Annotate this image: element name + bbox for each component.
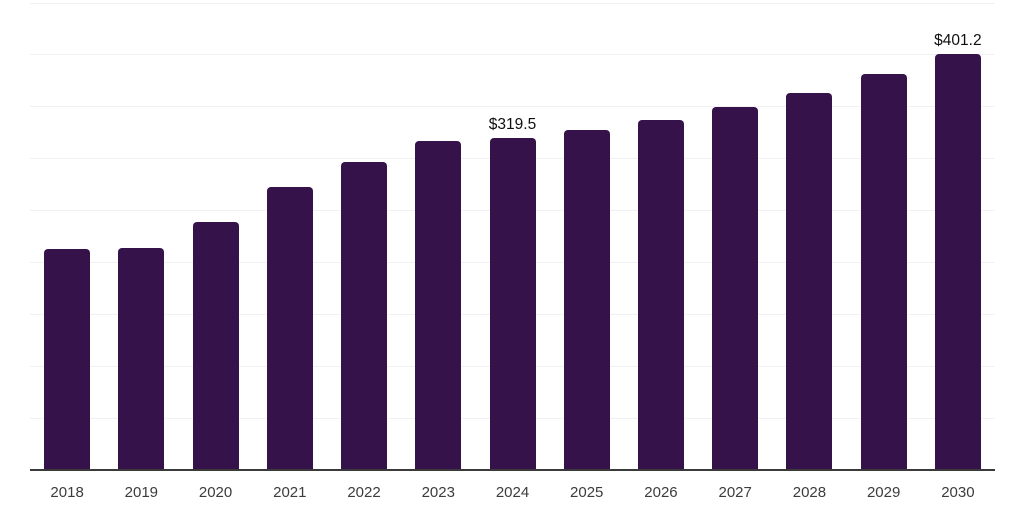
x-tick-2027: 2027 [718,484,752,501]
bar-2022 [341,162,388,470]
data-label-2024: $319.5 [488,116,537,134]
bar-2028 [786,92,833,470]
x-tick-2018: 2018 [50,484,84,501]
gridline [30,54,995,56]
bar-2024 [489,138,536,470]
x-tick-2022: 2022 [347,484,381,501]
bar-2018 [44,248,91,470]
bar-2027 [712,106,759,470]
x-tick-2023: 2023 [421,484,455,501]
bar-2019 [118,247,165,470]
bar-2026 [637,119,684,470]
data-label-2030: $401.2 [934,31,982,49]
bar-2029 [860,74,907,470]
x-tick-2025: 2025 [570,484,604,501]
x-tick-2026: 2026 [644,484,678,501]
gridline [30,106,995,108]
x-tick-2024: 2024 [495,484,530,501]
bar-2021 [266,186,313,470]
bar-2023 [415,141,462,470]
bar-2025 [563,129,610,470]
gridline [30,2,995,4]
x-tick-2020: 2020 [198,484,233,501]
x-tick-2028: 2028 [792,484,827,501]
x-tick-2019: 2019 [124,484,159,501]
x-tick-2029: 2029 [866,484,901,501]
x-tick-2030: 2030 [941,484,975,501]
x-tick-2021: 2021 [273,484,307,501]
bar-2020 [192,222,239,470]
x-axis-line [30,469,995,471]
bar-2030 [934,53,981,470]
